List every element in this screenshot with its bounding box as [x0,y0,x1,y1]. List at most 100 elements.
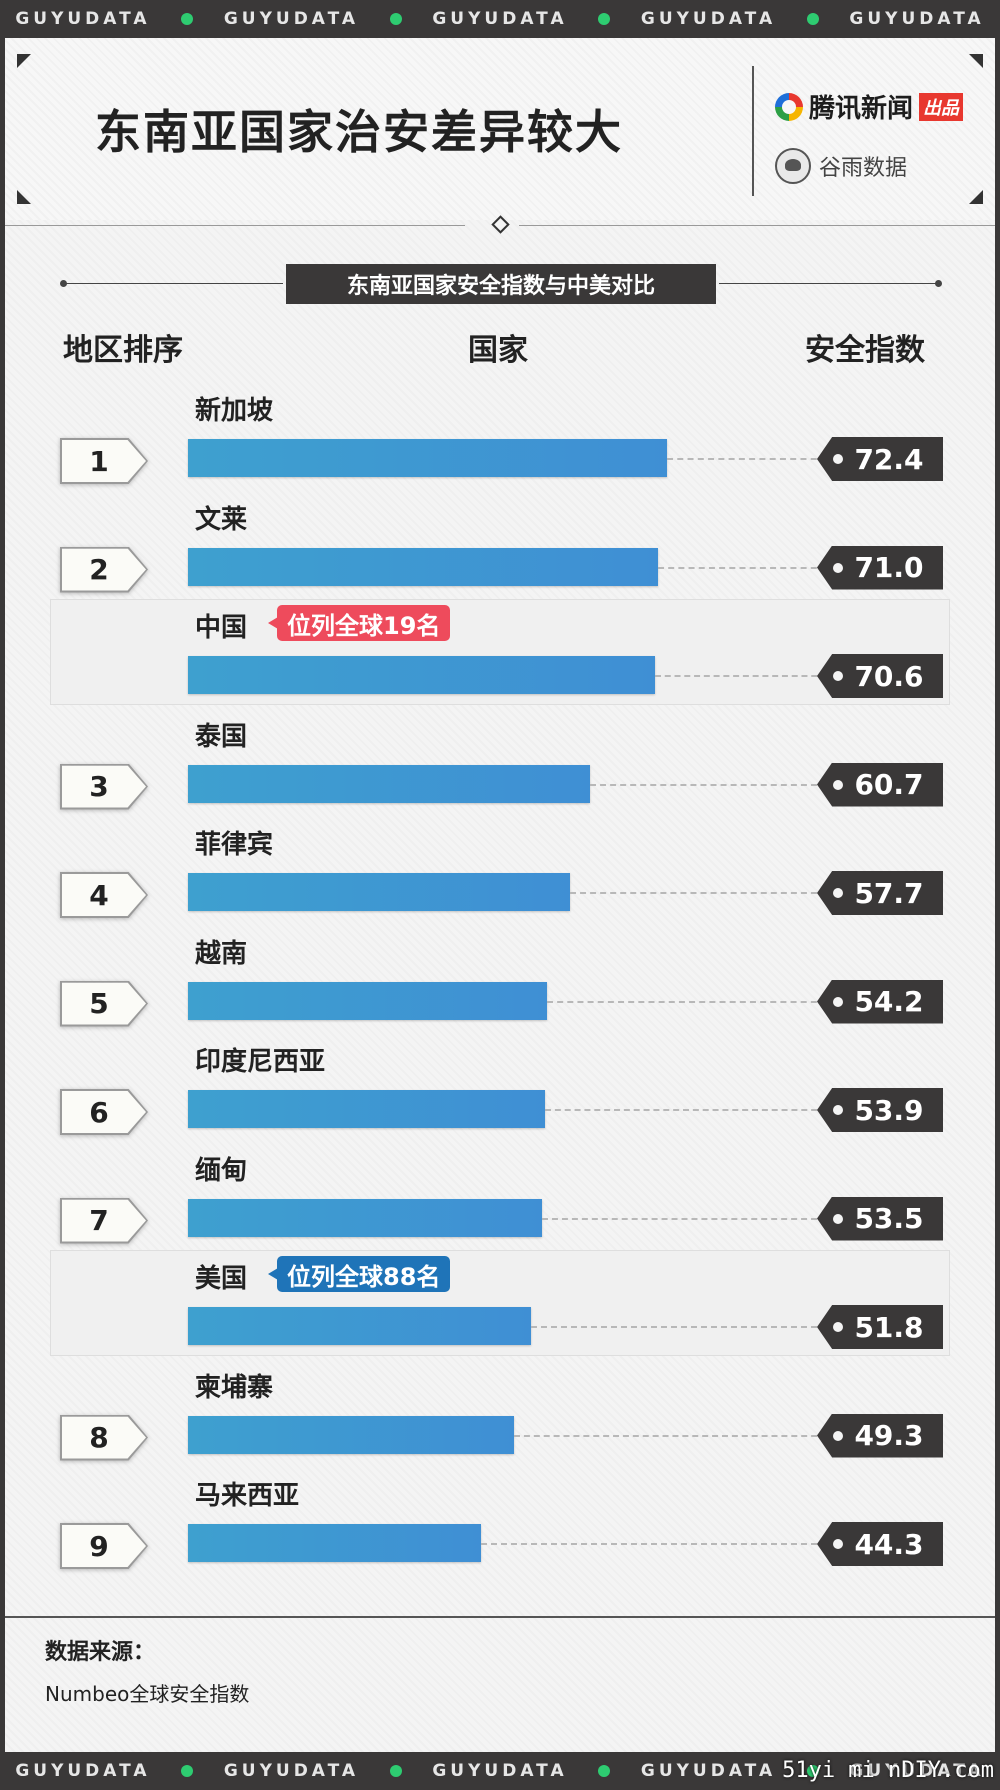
corner-mark [969,54,983,68]
ticker-text: GUYUDATA [849,9,985,29]
value-tag: 54.2 [817,979,943,1024]
top-ticker: GUYUDATA GUYUDATA GUYUDATA GUYUDATA GUYU… [0,0,1000,38]
country-label: 美国 [195,1264,248,1294]
country-label: 菲律宾 [195,830,274,860]
rank-marker: 2 [60,547,148,593]
dot-icon [806,1765,819,1777]
ticker-text: GUYUDATA [15,9,151,29]
rank-number: 3 [89,770,109,803]
value-tag: 49.3 [817,1413,943,1458]
ticker-text: GUYUDATA [640,1761,777,1781]
rank-marker: 7 [60,1198,148,1244]
chart-row: 8 柬埔寨 49.3 [5,1359,995,1459]
header-divider [752,66,754,196]
value-label: 44.3 [854,1527,924,1561]
rank-number: 8 [89,1421,109,1454]
rank-marker: 1 [60,438,148,484]
rank-marker: 9 [60,1523,148,1569]
tencent-news-brand: 腾讯新闻 出品 [775,88,964,125]
value-bar [188,1524,482,1562]
value-bar [188,873,570,911]
corner-mark [17,54,31,68]
ticker-text: GUYUDATA [223,1761,360,1781]
dot-icon [806,13,819,25]
global-rank-badge: 位列全球88名 [267,1256,451,1292]
chart-title-row: 东南亚国家安全指数与中美对比 [60,264,942,304]
value-label: 57.7 [854,876,924,910]
footer-divider [5,1616,995,1618]
dot-icon [181,1765,194,1777]
watermark: 51yi mi nDIY.com [782,1758,994,1783]
source-text: Numbeo全球安全指数 [45,1682,250,1706]
rank-marker: 3 [60,764,148,810]
dot-icon [181,13,194,25]
chart-row: 美国 位列全球88名 51.8 [5,1250,995,1350]
ticker-text: GUYUDATA [640,9,777,29]
ticker-text: GUYUDATA [432,9,568,29]
dot-icon [389,1765,402,1777]
dot-icon [598,1765,611,1777]
value-label: 54.2 [854,985,924,1018]
rank-number: 1 [89,444,109,478]
chart-row: 2 文莱 71.0 [5,491,995,591]
value-tag: 72.4 [817,437,943,481]
dot-icon [598,13,611,25]
rank-number: 7 [89,1204,109,1237]
value-label: 51.8 [854,1310,924,1344]
leader-line [569,892,827,894]
corner-mark [17,190,31,204]
rank-number: 2 [89,553,109,586]
value-label: 70.6 [854,659,924,693]
bottom-ticker: GUYUDATA GUYUDATA GUYUDATA GUYUDATA GUYU… [0,1752,1000,1790]
column-header-rank: 地区排序 [63,333,183,368]
leader-line [514,1434,827,1437]
country-label: 缅甸 [195,1155,248,1186]
leader-line [589,783,827,786]
ticker-text: GUYUDATA [432,1761,568,1781]
column-header-index: 安全指数 [805,333,925,368]
value-tag: 57.7 [817,871,943,915]
leader-line [658,566,827,569]
value-bar [188,439,668,477]
ticker-text: GUYUDATA [223,9,360,29]
country-label: 文莱 [195,504,248,535]
chart-row: 1 新加坡 72.4 [5,382,995,482]
guyu-bird-logo-icon [775,148,811,184]
global-rank-badge: 位列全球19名 [267,605,451,641]
value-bar [188,1090,545,1128]
value-tag: 51.8 [817,1305,943,1349]
value-tag: 71.0 [817,545,943,590]
corner-mark [969,190,983,204]
value-label: 53.9 [854,1093,924,1127]
page-title: 东南亚国家治安差异较大 [95,105,623,159]
rank-marker: 4 [60,872,148,918]
rank-marker: 5 [60,981,148,1027]
country-label: 泰国 [195,721,248,752]
country-label: 新加坡 [195,396,274,426]
infographic-sheet: 东南亚国家治安差异较大 腾讯新闻 出品 谷雨数据 东南亚国家安全指数与中美对比 … [5,38,995,1752]
leader-line [481,1543,827,1545]
dot-icon [389,13,402,25]
value-bar [188,547,659,586]
value-bar [188,981,547,1020]
rank-number: 5 [89,987,109,1020]
value-tag: 53.9 [817,1088,943,1132]
country-label: 越南 [195,938,248,969]
value-tag: 53.5 [817,1196,943,1241]
rank-number: 6 [89,1095,109,1129]
country-label: 柬埔寨 [195,1372,274,1403]
value-bar [188,1307,531,1345]
value-bar [188,764,590,803]
value-label: 49.3 [854,1419,924,1452]
value-tag: 60.7 [817,762,943,807]
header: 东南亚国家治安差异较大 腾讯新闻 出品 谷雨数据 [5,38,995,220]
country-label: 马来西亚 [195,1481,300,1511]
value-label: 60.7 [854,768,924,801]
value-bar [188,1198,543,1237]
chart-row: 3 泰国 60.7 [5,708,995,808]
brand-name: 腾讯新闻 [809,94,914,124]
rank-marker: 8 [60,1415,148,1461]
leader-line [542,1217,827,1220]
leader-line [667,458,827,460]
value-tag: 44.3 [817,1522,943,1566]
